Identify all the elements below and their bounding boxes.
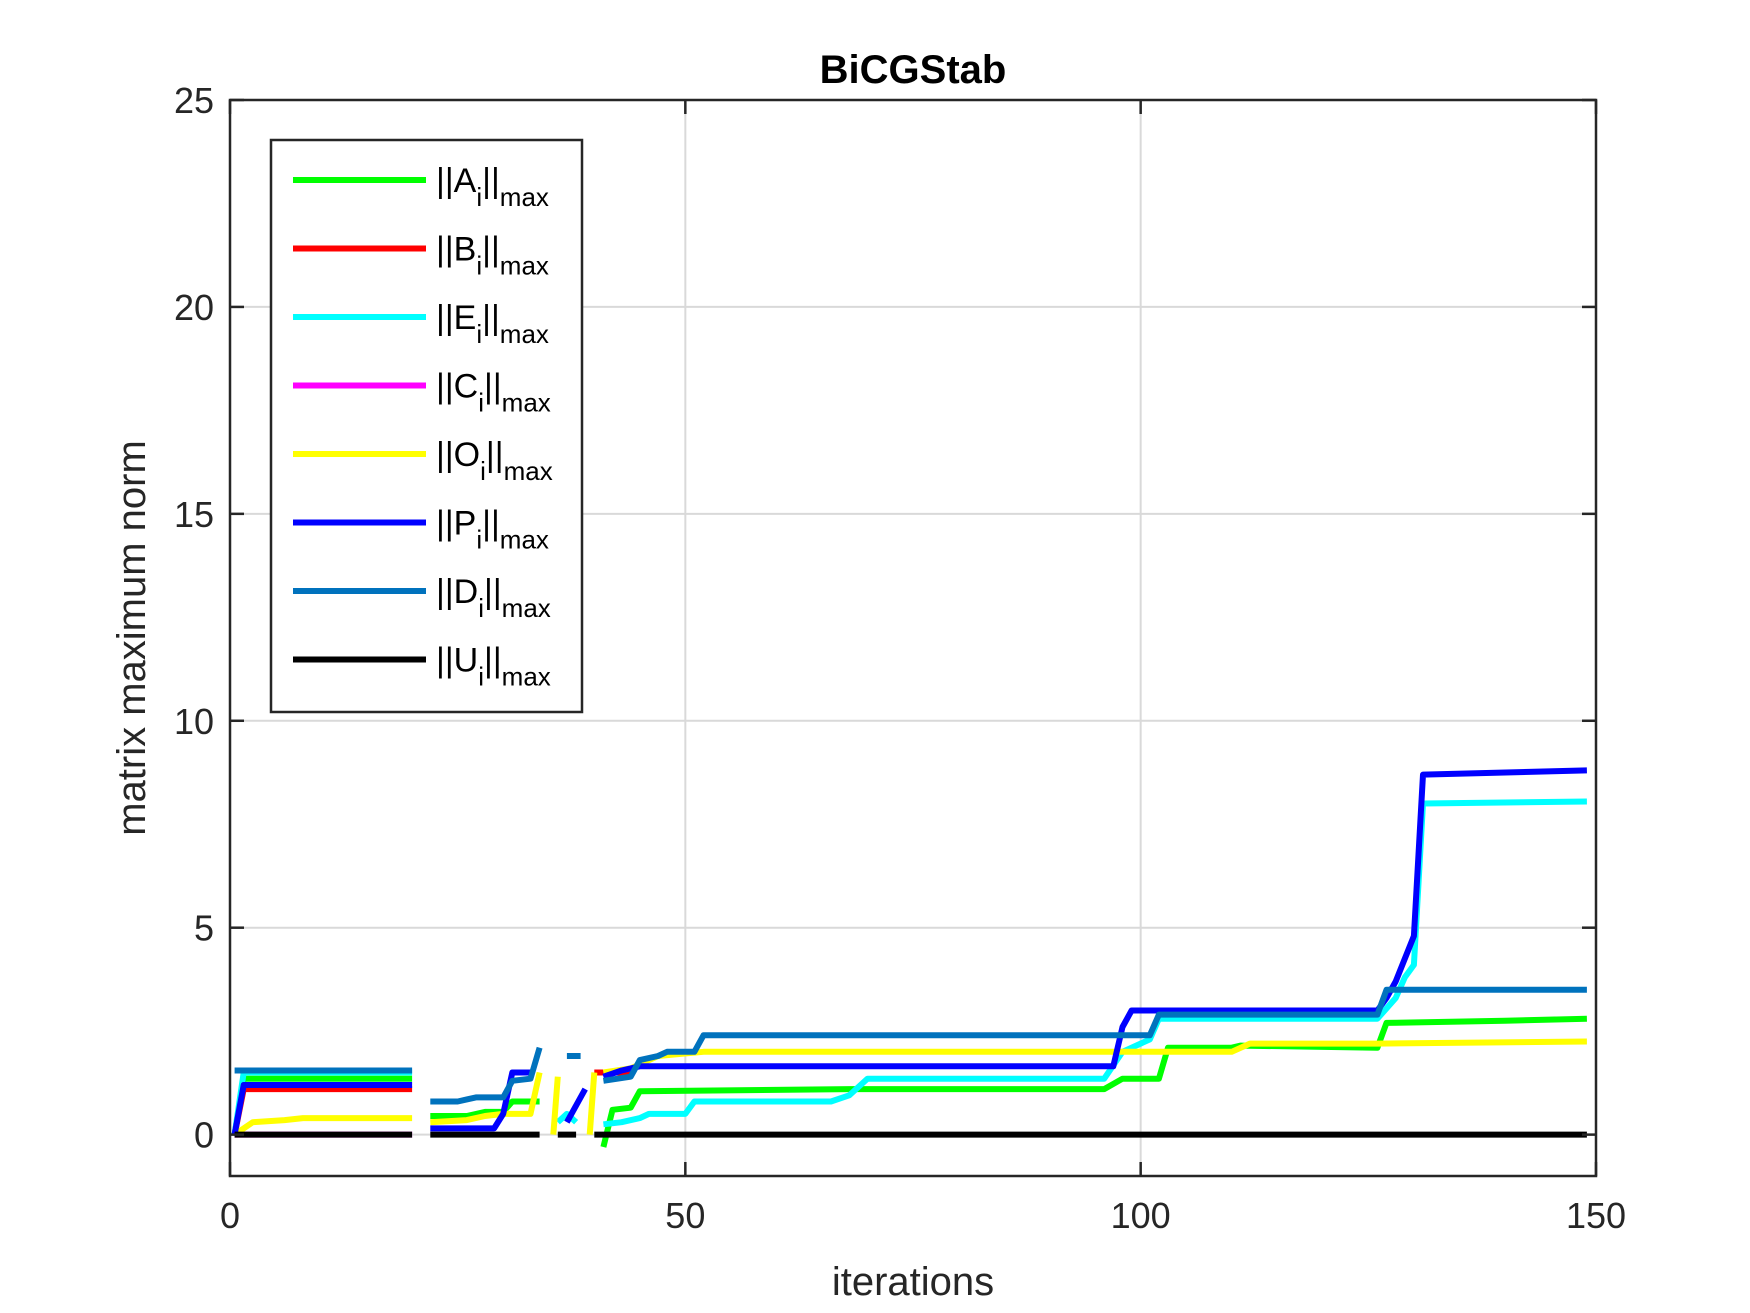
series-4-line-segment-0 bbox=[232, 1115, 413, 1138]
series-4-line-segment-3 bbox=[586, 1072, 598, 1135]
legend-entry-5: ||Pi||max bbox=[436, 505, 549, 555]
series-0-line-segment-1 bbox=[430, 1098, 540, 1119]
y-axis-label: matrix maximum norm bbox=[110, 440, 154, 836]
series-4-line-segment-2 bbox=[550, 1076, 561, 1135]
series-6-line-segment-3 bbox=[602, 986, 1587, 1084]
legend-entry-4: ||Oi||max bbox=[436, 436, 553, 486]
series-lines bbox=[231, 767, 1587, 1148]
x-tick-label-1: 50 bbox=[665, 1195, 705, 1236]
legend-entry-1: ||Bi||max bbox=[436, 231, 549, 281]
y-tick-label-0: 0 bbox=[194, 1115, 214, 1156]
chart-title: BiCGStab bbox=[820, 48, 1007, 92]
series-5-line-segment-1 bbox=[430, 1069, 531, 1132]
series-5-line-segment-2 bbox=[564, 1087, 588, 1124]
axes-box bbox=[228, 98, 1598, 1178]
series-2-line-segment-2 bbox=[603, 798, 1587, 1128]
y-tick-label-4: 20 bbox=[174, 287, 214, 328]
legend-entry-6: ||Di||max bbox=[436, 573, 551, 623]
series-4-line-segment-1 bbox=[430, 1071, 543, 1126]
y-tick-label-1: 5 bbox=[194, 908, 214, 949]
legend-entry-7: ||Ui||max bbox=[436, 642, 551, 692]
series-0-line-segment-2 bbox=[600, 1015, 1587, 1148]
x-tick-label-3: 150 bbox=[1566, 1195, 1626, 1236]
legend-box bbox=[269, 138, 584, 714]
x-tick-label-2: 100 bbox=[1111, 1195, 1171, 1236]
series-2-line-segment-1 bbox=[555, 1110, 579, 1125]
y-tick-label-3: 15 bbox=[174, 494, 214, 535]
x-tick-label-0: 0 bbox=[220, 1195, 240, 1236]
legend-entry-2: ||Ei||max bbox=[436, 299, 549, 349]
legend-entry-0: ||Ai||max bbox=[436, 162, 549, 212]
x-axis-label: iterations bbox=[832, 1260, 994, 1304]
series-4-line-segment-4 bbox=[602, 1038, 1587, 1076]
y-tick-label-2: 10 bbox=[174, 701, 214, 742]
axes bbox=[228, 98, 1598, 1178]
legend-entry-3: ||Ci||max bbox=[436, 368, 551, 418]
series-5-line-segment-0 bbox=[231, 1082, 413, 1136]
series-6-line-segment-1 bbox=[430, 1046, 543, 1105]
tick-labels: 0 50 100 150 0 5 10 15 20 25 bbox=[174, 80, 1626, 1236]
y-tick-label-5: 25 bbox=[174, 80, 214, 121]
legend: ||Ai||max ||Bi||max ||Ei||max ||Ci||max ||Oi… bbox=[269, 138, 584, 714]
